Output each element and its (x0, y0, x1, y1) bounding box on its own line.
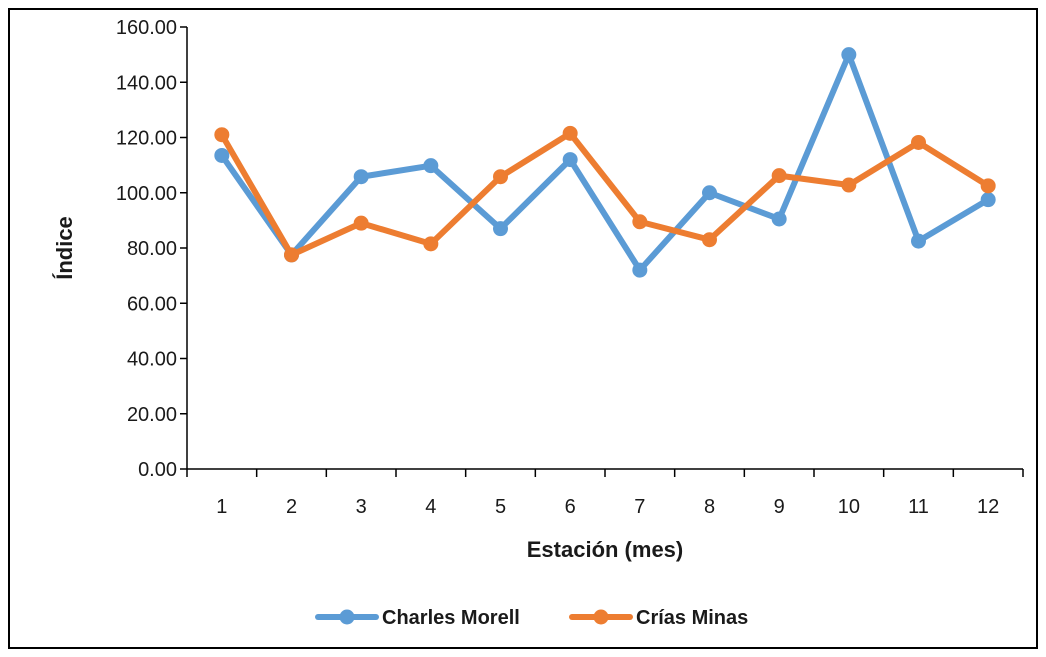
x-tick-label: 10 (838, 496, 860, 518)
data-point (214, 127, 230, 143)
data-point (911, 233, 926, 249)
data-point (353, 169, 369, 185)
data-point (284, 247, 299, 263)
data-point (353, 215, 369, 231)
y-tick-label: 60.00 (127, 293, 177, 315)
x-tick-label: 9 (774, 496, 785, 518)
data-point (980, 192, 996, 208)
x-tick-label: 6 (565, 496, 576, 518)
data-point (702, 185, 717, 201)
data-point (632, 262, 648, 278)
data-point (841, 47, 857, 63)
series-2 (214, 125, 996, 263)
data-point (562, 125, 578, 141)
y-tick-label: 20.00 (127, 404, 177, 426)
data-point (562, 152, 578, 168)
data-point (771, 168, 787, 184)
y-axis-title: Índice (52, 216, 77, 280)
legend-label: Charles Morell (382, 607, 520, 629)
legend-swatch-marker (339, 609, 355, 625)
legend: Charles Morell Crías Minas (315, 607, 748, 629)
x-tick-label: 8 (704, 496, 715, 518)
y-tick-label: 80.00 (127, 238, 177, 260)
series-line (218, 51, 992, 274)
x-tick-label: 1 (216, 496, 227, 518)
legend-item: Charles Morell (315, 607, 520, 629)
y-tick-label: 0.00 (138, 459, 177, 481)
legend-item: Crías Minas (569, 607, 748, 629)
data-point (493, 221, 508, 237)
x-tick-label: 11 (908, 496, 929, 518)
x-axis-ticks: 1 2 3 4 5 6 7 8 9 10 11 12 (186, 469, 1024, 518)
series-line (218, 130, 992, 258)
x-tick-label: 5 (495, 496, 506, 518)
x-tick-label: 12 (977, 496, 999, 518)
x-tick-label: 4 (425, 496, 436, 518)
data-point (771, 211, 787, 227)
y-tick-label: 160.00 (116, 17, 177, 39)
x-tick-label: 7 (634, 496, 645, 518)
y-tick-label: 100.00 (116, 183, 177, 205)
x-axis-title: Estación (mes) (527, 537, 684, 562)
data-point (702, 232, 717, 248)
y-tick-label: 40.00 (127, 349, 177, 371)
data-point (493, 169, 508, 185)
data-point (911, 134, 926, 150)
series-layer (214, 47, 996, 278)
series-1 (214, 47, 996, 278)
data-point (841, 177, 857, 193)
y-tick-label: 120.00 (116, 128, 177, 150)
legend-swatch-marker (593, 609, 609, 625)
legend-label: Crías Minas (636, 607, 748, 629)
x-tick-label: 2 (286, 496, 297, 518)
data-point (632, 214, 648, 230)
data-point (423, 158, 439, 174)
data-point (980, 178, 996, 194)
chart-frame (8, 8, 1038, 649)
data-point (423, 236, 439, 252)
x-tick-label: 3 (356, 496, 367, 518)
y-tick-label: 140.00 (116, 72, 177, 94)
y-axis-ticks: 0.00 20.00 40.00 60.00 80.00 100.00 120.00 140.… (116, 17, 187, 481)
data-point (214, 147, 230, 163)
